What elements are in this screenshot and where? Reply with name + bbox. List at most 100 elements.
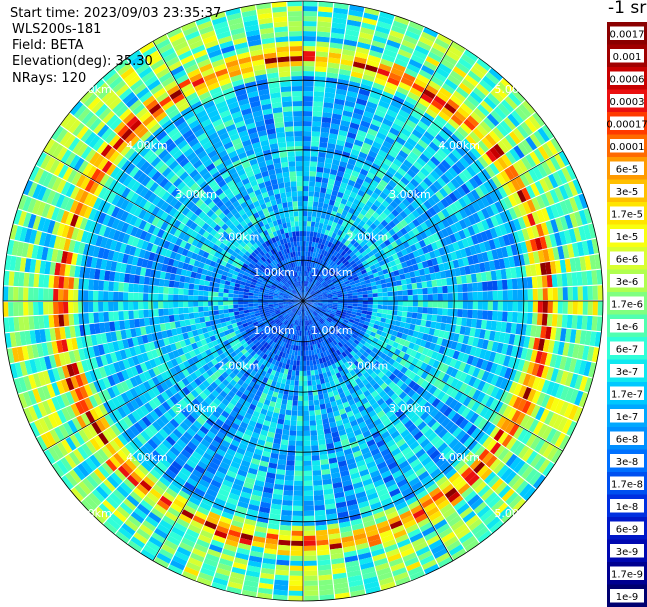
ppi-cell [314,343,319,350]
ppi-cell [531,390,542,404]
ppi-cell [397,305,403,312]
ppi-cell [118,301,124,311]
ppi-cell [293,495,303,501]
ppi-cell [522,448,534,462]
ppi-cell [53,314,60,328]
ppi-cell [330,352,336,359]
ppi-cell [435,322,442,330]
ppi-cell [290,354,295,361]
ppi-cell [531,313,538,325]
ppi-cell [328,364,334,371]
ppi-cell [347,462,358,470]
ppi-cell [320,383,327,389]
ppi-cell [332,357,338,364]
ppi-cell [304,335,308,341]
ppi-cell [308,405,315,411]
ppi-cell [423,502,437,513]
ppi-cell [380,331,388,338]
ppi-cell [203,290,209,297]
ppi-cell [322,372,328,379]
ppi-cell [354,412,363,420]
ppi-cell [375,562,390,572]
ppi-cell [536,364,545,378]
ppi-cell [128,283,134,293]
ppi-cell [273,483,284,490]
ppi-cell [505,437,517,451]
ppi-cell [345,494,357,502]
ppi-cell [366,368,374,376]
ppi-cell [379,321,386,327]
ppi-cell [315,514,326,521]
ppi-cell [318,579,333,586]
ppi-cell [43,288,49,301]
ppi-cell [429,342,437,351]
ppi-cell [223,301,229,306]
ppi-cell [303,420,310,426]
ppi-cell [298,315,301,321]
ppi-cell [143,284,149,293]
ppi-cell [419,521,433,533]
ppi-cell [138,275,145,285]
ppi-cell [108,311,115,322]
ppi-cell [309,308,314,313]
ppi-cell [303,385,308,391]
ppi-cell [153,285,159,294]
ppi-cell [297,415,303,421]
ppi-cell [299,365,303,371]
ppi-cell [410,504,423,515]
ppi-cell [449,399,459,410]
ppi-cell [441,373,451,383]
ppi-cell [454,325,462,334]
ppi-cell [529,436,542,450]
ppi-cell [238,294,244,298]
ppi-cell [407,355,415,364]
ppi-cell [496,464,509,478]
ppi-cell [411,537,426,548]
ppi-cell [385,370,393,378]
ppi-cell [332,572,347,580]
ppi-cell [497,431,509,445]
ppi-cell [512,396,523,410]
ppi-cell [276,554,290,561]
ppi-cell [393,571,409,582]
ppi-cell [270,503,282,510]
ppi-cell [359,319,365,325]
ppi-cell [219,283,225,289]
ppi-cell [311,318,315,324]
ppi-cell [319,398,325,405]
ppi-cell [396,478,408,488]
ppi-cell [445,511,459,523]
ppi-cell [498,485,512,499]
ppi-cell [594,331,602,347]
ppi-cell [403,519,417,530]
ppi-cell [334,587,350,595]
ppi-cell [173,281,180,288]
ppi-cell [233,290,239,295]
ppi-cell [396,343,404,351]
ppi-cell [471,318,478,328]
ppi-cell [457,404,467,416]
ppi-cell [423,442,434,453]
ppi-cell [193,312,200,319]
ppi-cell [389,488,401,498]
ppi-cell [497,301,503,311]
ppi-cell [233,301,239,305]
ppi-cell [281,509,293,516]
ppi-cell [317,564,332,571]
ppi-cell [323,339,328,346]
ppi-cell [417,345,425,354]
ppi-cell [392,301,398,306]
ppi-cell [387,426,398,435]
ppi-cell [419,389,429,399]
ppi-cell [381,341,388,349]
ppi-cell [401,487,413,497]
ppi-cell [308,400,314,406]
ppi-cell [309,415,316,421]
ppi-cell [444,434,456,446]
ppi-cell [412,383,421,392]
ppi-cell [493,461,506,475]
ppi-cell [419,438,431,449]
ppi-cell [158,286,164,294]
ppi-cell [480,509,494,522]
ppi-cell [303,380,308,386]
